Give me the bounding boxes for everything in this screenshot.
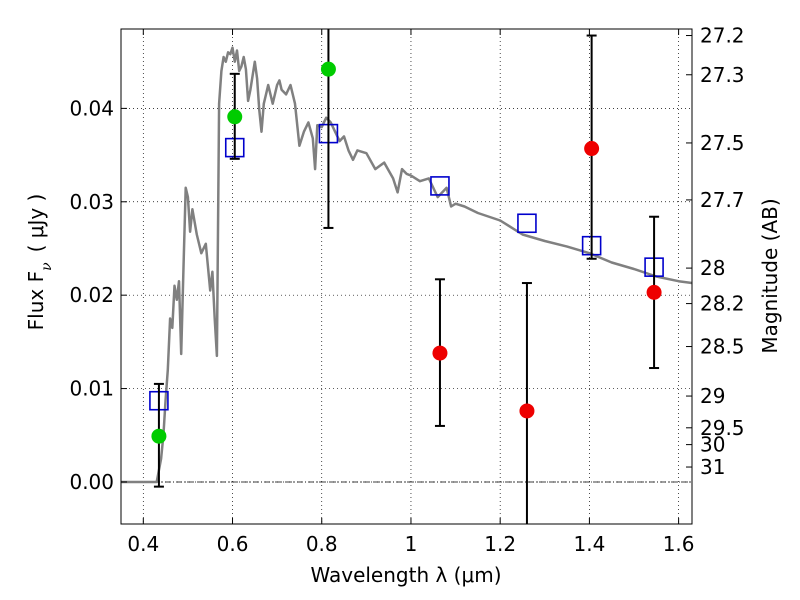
y-tick-label: 0.03 <box>69 190 114 214</box>
y-axis-label: Flux Fν ( μJy ) <box>24 194 55 331</box>
upper-flux-point <box>519 403 535 419</box>
y2-tick-label: 27.5 <box>700 131 745 155</box>
detected-flux-point <box>227 109 243 125</box>
y-axis: 0.00 0.01 0.02 0.03 0.04 <box>69 96 127 494</box>
y2-tick-label: 30 <box>700 433 725 457</box>
x-tick-label: 1.4 <box>573 532 605 556</box>
detected-flux-point <box>151 428 167 444</box>
x-axis: 0.4 0.6 0.8 1 1.2 1.4 1.6 <box>127 29 695 556</box>
y2-tick-label: 29 <box>700 384 725 408</box>
sed-model-line <box>121 46 692 484</box>
upper-flux-point <box>646 284 662 300</box>
data-layer <box>121 29 692 524</box>
y-axis-label-unit: ( μJy ) <box>24 194 48 253</box>
y-axis-label-text: Flux F <box>24 271 48 330</box>
grid <box>121 29 692 524</box>
y2-tick-label: 28 <box>700 256 725 280</box>
y2-tick-label: 29.5 <box>700 416 745 440</box>
y2-tick-label: 27.3 <box>700 63 745 87</box>
x-tick-label: 0.4 <box>127 532 159 556</box>
x-axis-label: Wavelength λ (μm) <box>310 563 501 587</box>
plot-area <box>121 29 692 524</box>
upper-flux-point <box>584 141 600 157</box>
x-tick-label: 1.6 <box>663 532 695 556</box>
y2-tick-label: 28.5 <box>700 335 745 359</box>
y2-tick-label: 28.2 <box>700 292 745 316</box>
y2-tick-label: 27.2 <box>700 24 745 48</box>
x-tick-label: 1.2 <box>484 532 516 556</box>
detected-flux-point <box>320 61 336 77</box>
plot-frame <box>120 28 693 525</box>
y2-axis-label: Magnitude (AB) <box>758 198 782 353</box>
x-tick-label: 0.6 <box>217 532 249 556</box>
upper-flux-point <box>432 345 448 361</box>
y2-tick-label: 27.7 <box>700 188 745 212</box>
y2-tick-label: 31 <box>700 455 725 479</box>
y-tick-label: 0.01 <box>69 377 114 401</box>
model-flux-square <box>430 176 450 196</box>
x-tick-label: 1 <box>405 532 418 556</box>
y-tick-label: 0.00 <box>69 470 114 494</box>
model-flux-square <box>517 213 537 234</box>
x-tick-label: 0.8 <box>306 532 338 556</box>
y-tick-label: 0.02 <box>69 283 114 307</box>
y-tick-label: 0.04 <box>69 96 114 120</box>
y-axis-label-subscript: ν <box>39 262 55 271</box>
